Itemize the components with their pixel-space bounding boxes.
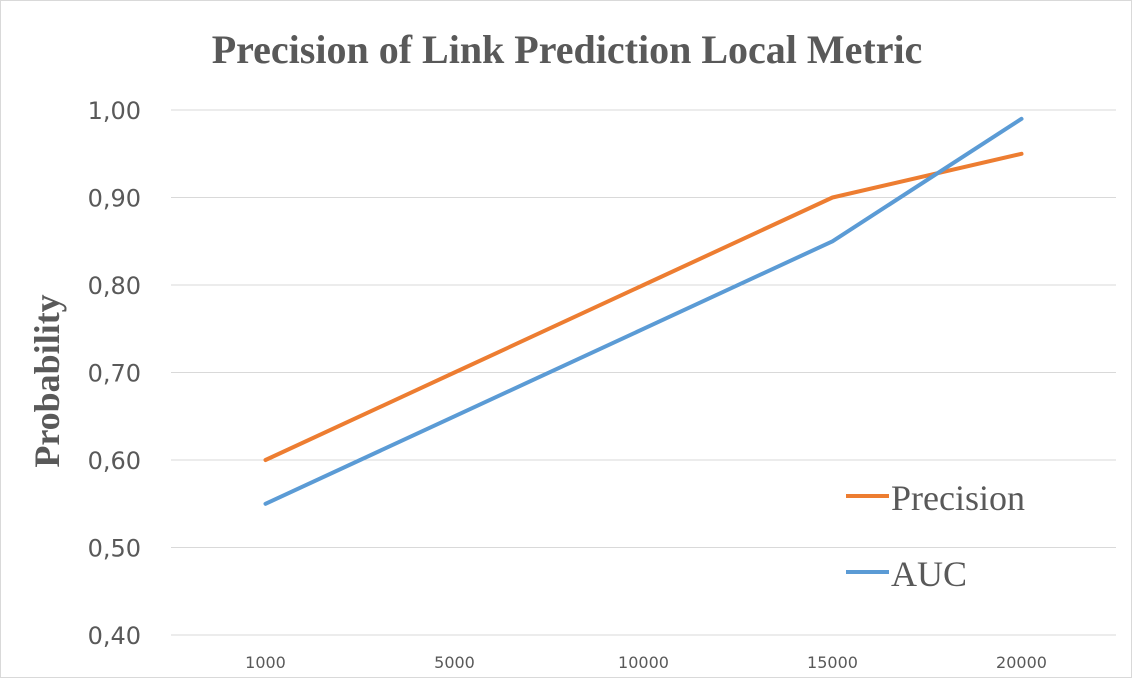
gridlines bbox=[171, 109, 1116, 636]
y-tick-label: 1,00 bbox=[88, 97, 141, 125]
series-lines bbox=[263, 116, 1024, 506]
x-tick-label: 10000 bbox=[618, 653, 669, 672]
x-tick-label: 1000 bbox=[245, 653, 286, 672]
x-axis-ticks: 1000 5000 10000 15000 20000 bbox=[245, 653, 1047, 672]
y-tick-label: 0,90 bbox=[88, 185, 141, 213]
series-line-precision bbox=[263, 151, 1024, 462]
y-tick-label: 0,50 bbox=[88, 535, 141, 563]
x-tick-label: 15000 bbox=[807, 653, 858, 672]
y-axis-label: Probability bbox=[27, 294, 67, 467]
chart-title: Precision of Link Prediction Local Metri… bbox=[212, 27, 923, 72]
y-tick-label: 0,40 bbox=[88, 622, 141, 650]
legend-label-precision: Precision bbox=[891, 478, 1025, 518]
x-tick-label: 5000 bbox=[434, 653, 475, 672]
series-line-auc bbox=[263, 116, 1024, 506]
y-axis-ticks: 0,40 0,50 0,60 0,70 0,80 0,90 1,00 bbox=[88, 97, 141, 650]
x-tick-label: 20000 bbox=[996, 653, 1047, 672]
legend: Precision AUC bbox=[846, 478, 1025, 594]
y-tick-label: 0,70 bbox=[88, 360, 141, 388]
y-tick-label: 0,80 bbox=[88, 272, 141, 300]
legend-label-auc: AUC bbox=[891, 554, 967, 594]
y-tick-label: 0,60 bbox=[88, 447, 141, 475]
